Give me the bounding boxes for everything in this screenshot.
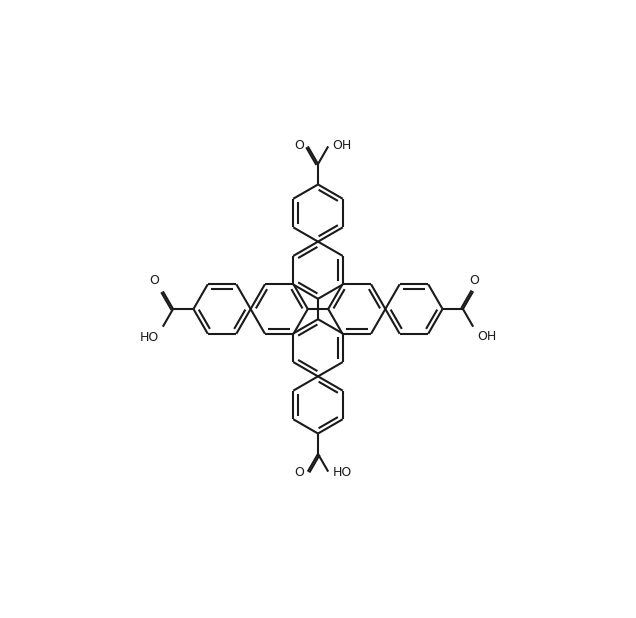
Text: O: O xyxy=(294,139,304,152)
Text: HO: HO xyxy=(332,466,352,479)
Text: O: O xyxy=(294,466,304,479)
Text: HO: HO xyxy=(139,331,159,344)
Text: O: O xyxy=(469,274,479,287)
Text: O: O xyxy=(149,274,159,287)
Text: OH: OH xyxy=(477,330,497,343)
Text: OH: OH xyxy=(332,139,352,152)
